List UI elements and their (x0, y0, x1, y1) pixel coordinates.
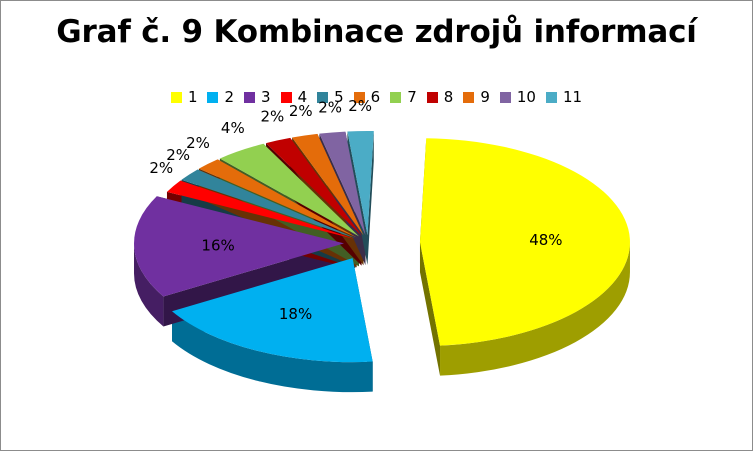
legend-label-11: 11 (562, 88, 583, 106)
pie-slice-11 (347, 131, 374, 236)
legend-label-7: 7 (407, 88, 417, 106)
legend-item-9: 9 (463, 88, 490, 106)
data-label-7: 4% (221, 119, 245, 137)
pie-slice-2 (172, 258, 373, 363)
pie-slice-3-side (134, 243, 164, 327)
legend-label-9: 9 (480, 88, 490, 106)
legend-item-8: 8 (426, 88, 454, 106)
legend-swatch-1 (170, 91, 182, 103)
data-label-3: 16% (201, 236, 234, 254)
legend-swatch-3 (244, 91, 256, 103)
legend-item-10: 10 (499, 88, 536, 106)
pie-slice-1-side (440, 242, 630, 376)
pie-slice-4 (166, 180, 355, 239)
legend-item-5: 5 (317, 88, 344, 106)
legend-item-2: 2 (207, 88, 234, 106)
legend-item-1: 1 (170, 88, 198, 106)
pie-slice-6 (198, 159, 357, 238)
legend-item-4: 4 (280, 88, 308, 106)
legend-label-4: 4 (297, 88, 308, 106)
data-label-1: 48% (529, 231, 562, 249)
pie-slice-9 (292, 133, 364, 236)
legend-label-1: 1 (187, 88, 198, 106)
legend-label-2: 2 (224, 88, 235, 106)
data-label-2: 18% (279, 305, 312, 323)
data-label-5: 2% (166, 146, 190, 164)
pie-slice-1-wall (419, 138, 441, 376)
legend-label-3: 3 (261, 88, 271, 106)
pie-slice-5 (181, 169, 356, 239)
legend-swatch-11 (545, 91, 557, 103)
pie-slice-1 (419, 138, 630, 346)
data-label-8: 2% (260, 107, 284, 125)
data-label-4: 2% (149, 159, 173, 177)
legend-swatch-8 (426, 91, 438, 103)
legend-swatch-2 (207, 91, 219, 103)
chart-legend: 1 2 3 4 5 6 7 8 9 10 11 (0, 88, 753, 106)
data-label-10: 2% (318, 99, 342, 117)
data-label-9: 2% (289, 102, 313, 120)
legend-label-6: 6 (370, 88, 381, 106)
pie-slice-2-side (172, 311, 373, 393)
data-label-11: 2% (348, 97, 372, 115)
legend-label-8: 8 (443, 88, 454, 106)
legend-swatch-6 (353, 91, 365, 103)
legend-item-11: 11 (545, 88, 583, 106)
legend-label-10: 10 (516, 88, 536, 106)
legend-swatch-10 (499, 91, 511, 103)
legend-swatch-4 (280, 91, 292, 103)
legend-item-3: 3 (244, 88, 271, 106)
legend-swatch-5 (317, 91, 329, 103)
legend-item-6: 6 (353, 88, 381, 106)
data-label-6: 2% (186, 134, 210, 152)
pie-slice-7 (219, 143, 359, 237)
pie-slice-8 (266, 137, 362, 236)
legend-swatch-9 (463, 91, 475, 103)
chart-title: Graf č. 9 Kombinace zdrojů informací (56, 14, 697, 50)
legend-item-7: 7 (390, 88, 417, 106)
legend-label-5: 5 (334, 88, 344, 106)
legend-swatch-7 (390, 91, 402, 103)
pie-slice-3 (134, 196, 345, 297)
pie-slice-10 (319, 131, 366, 236)
